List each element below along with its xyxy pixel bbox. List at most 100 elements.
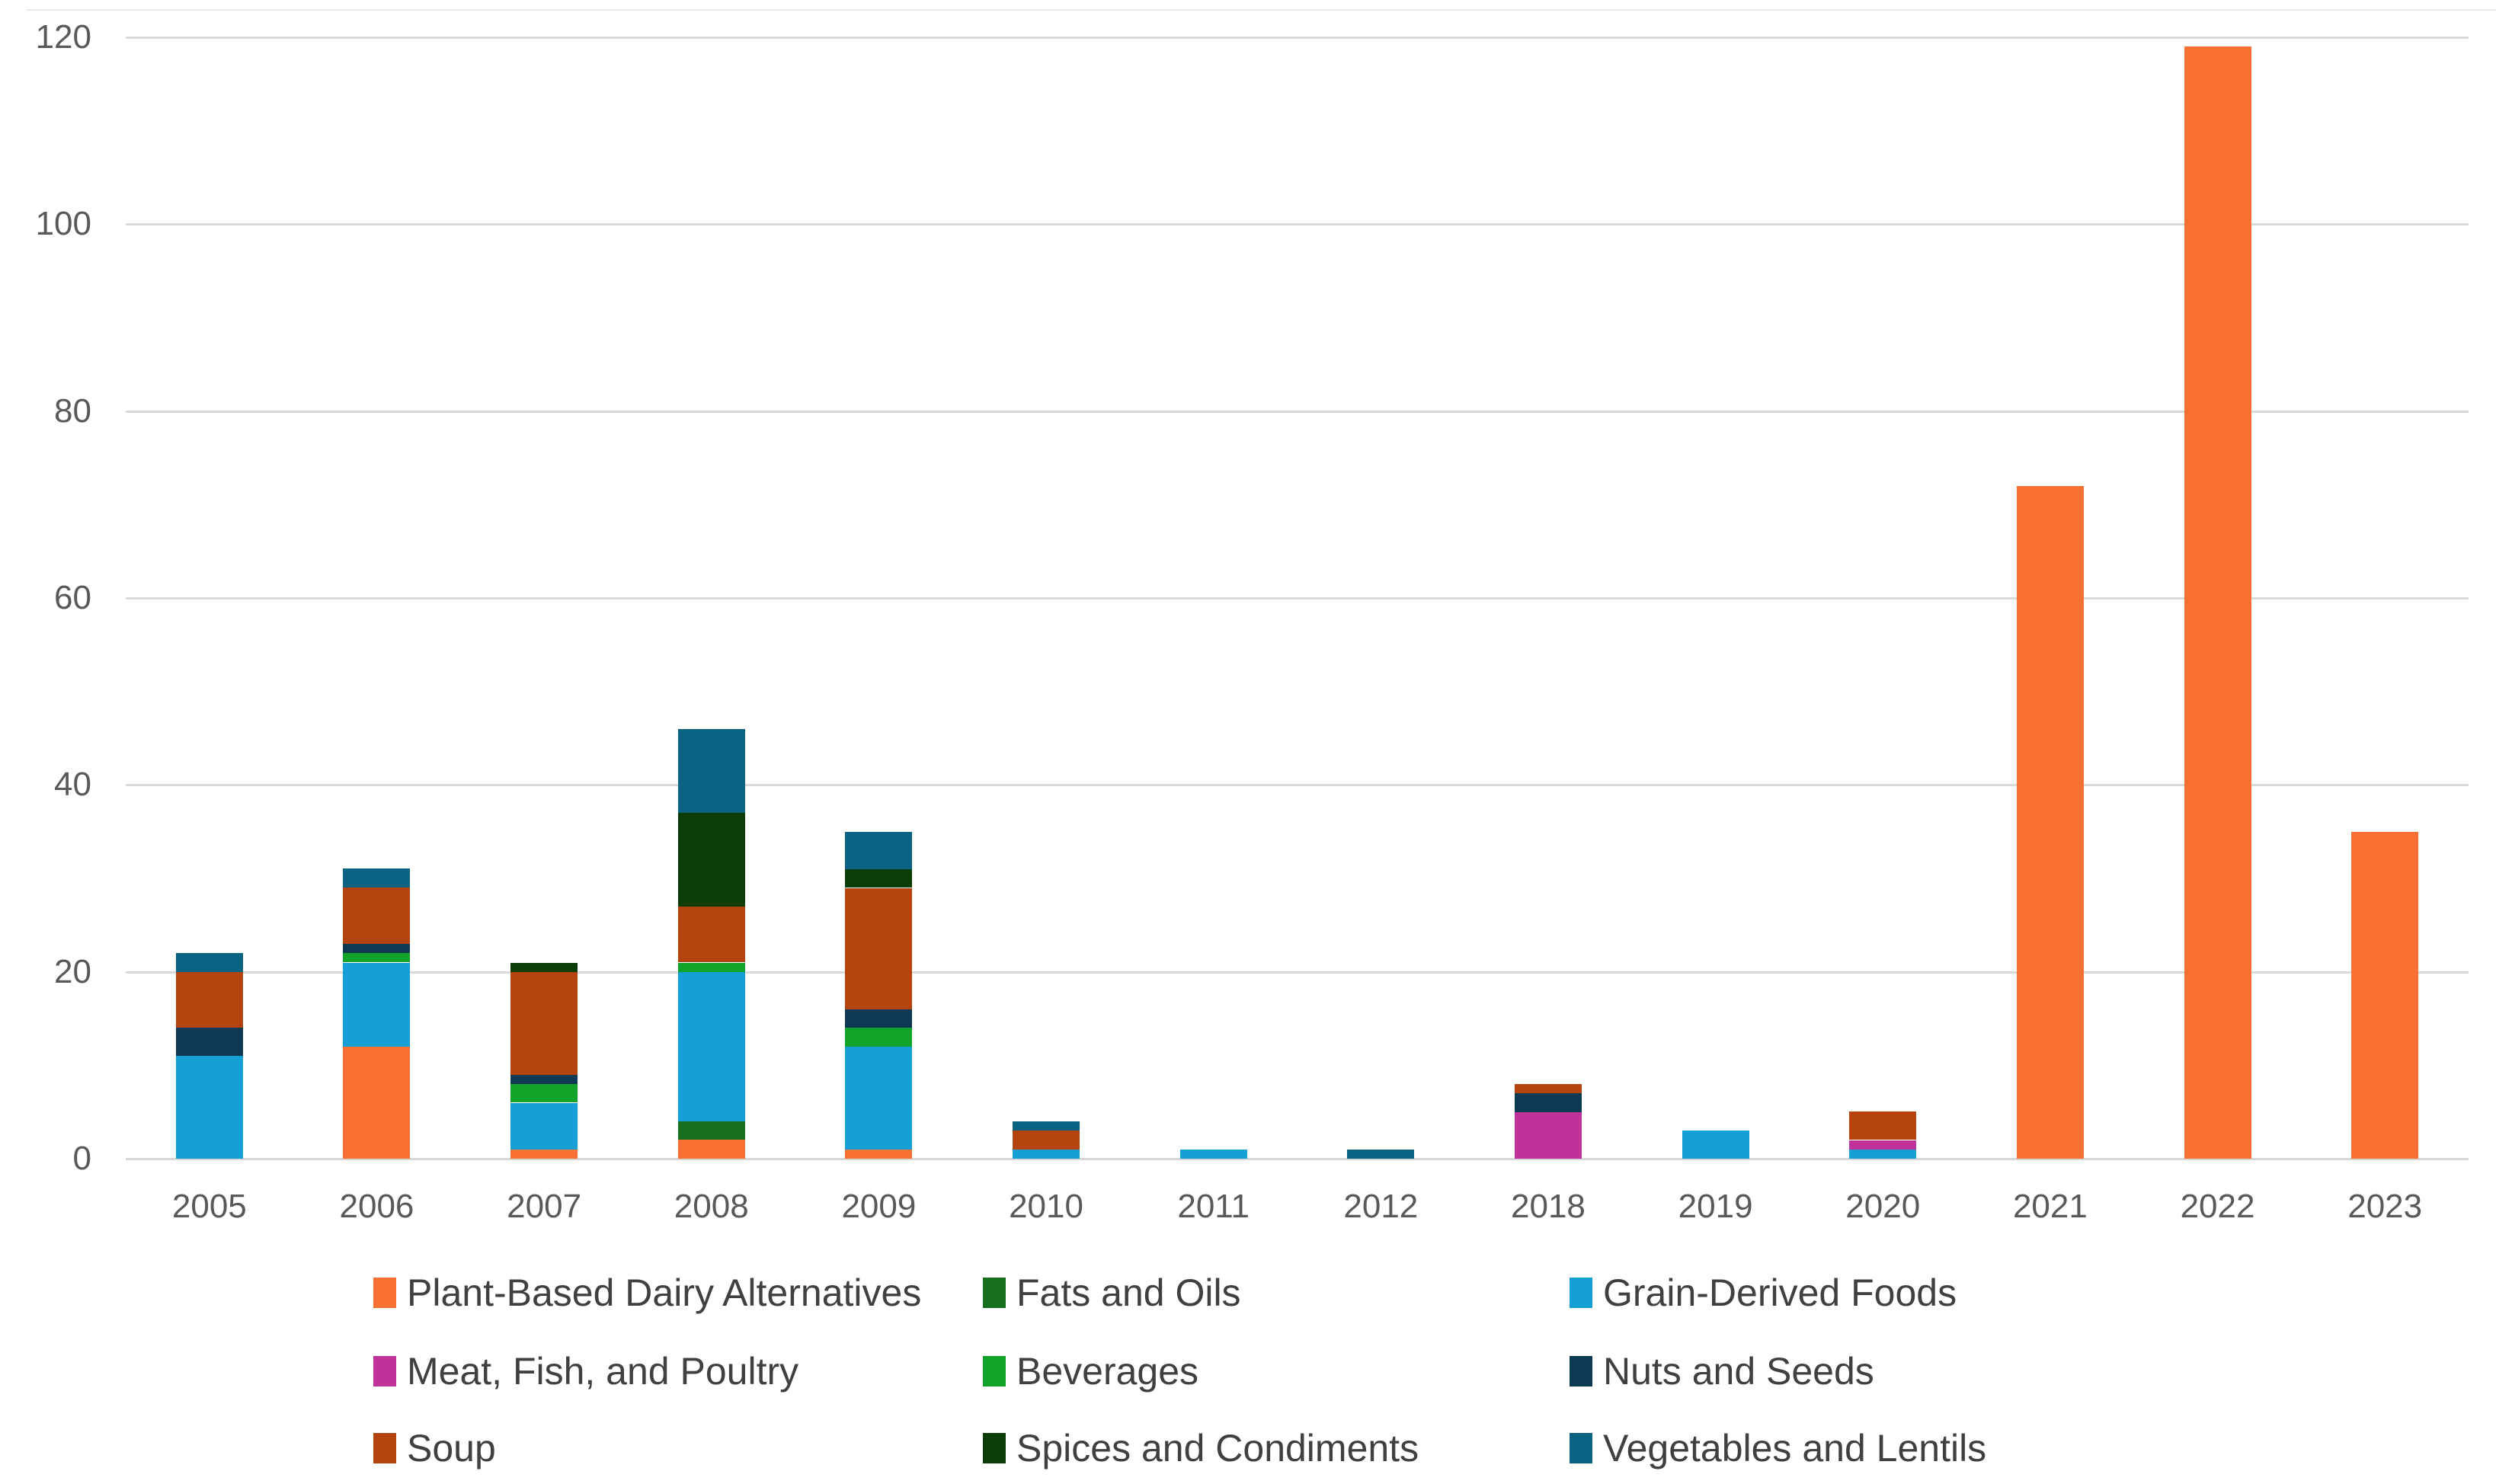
gridline-120 bbox=[126, 37, 2469, 39]
bar-segment-beverages-2009[interactable] bbox=[845, 1027, 912, 1047]
bar-segment-beverages-2006[interactable] bbox=[343, 953, 410, 963]
legend-label: Vegetables and Lentils bbox=[1603, 1427, 1987, 1470]
x-axis-label-2007: 2007 bbox=[507, 1188, 582, 1225]
legend-swatch bbox=[983, 1433, 1006, 1463]
gridline-60 bbox=[126, 597, 2469, 600]
bar-segment-spices-and-condiments-2008[interactable] bbox=[678, 812, 745, 907]
bar-segment-soup-2005[interactable] bbox=[176, 971, 243, 1028]
legend-swatch bbox=[373, 1356, 396, 1386]
bar-segment-vegetables-and-lentils-2009[interactable] bbox=[845, 831, 912, 869]
x-axis-label-2011: 2011 bbox=[1177, 1188, 1250, 1225]
bar-segment-vegetables-and-lentils-2010[interactable] bbox=[1013, 1121, 1080, 1131]
x-axis-label-2023: 2023 bbox=[2347, 1188, 2423, 1225]
bar-segment-grain-derived-foods-2011[interactable] bbox=[1180, 1150, 1247, 1159]
bar-segment-grain-derived-foods-2005[interactable] bbox=[176, 1056, 243, 1159]
gridline-100 bbox=[126, 223, 2469, 226]
bar-segment-plant-based-dairy-alternatives-2007[interactable] bbox=[510, 1150, 578, 1159]
legend-item-nuts-and-seeds[interactable]: Nuts and Seeds bbox=[1570, 1352, 1874, 1390]
legend-label: Fats and Oils bbox=[1016, 1271, 1241, 1314]
x-axis-label-2008: 2008 bbox=[674, 1188, 749, 1225]
bar-segment-grain-derived-foods-2006[interactable] bbox=[343, 962, 410, 1047]
bar-segment-soup-2006[interactable] bbox=[343, 887, 410, 944]
legend-swatch bbox=[1570, 1433, 1592, 1463]
bar-segment-grain-derived-foods-2020[interactable] bbox=[1849, 1150, 1916, 1159]
chart-top-border bbox=[27, 9, 2496, 11]
bar-segment-beverages-2008[interactable] bbox=[678, 962, 745, 972]
legend-item-spices-and-condiments[interactable]: Spices and Condiments bbox=[983, 1429, 1419, 1467]
bar-segment-plant-based-dairy-alternatives-2021[interactable] bbox=[2017, 486, 2084, 1159]
x-axis-label-2019: 2019 bbox=[1678, 1188, 1753, 1225]
bar-segment-plant-based-dairy-alternatives-2008[interactable] bbox=[678, 1140, 745, 1159]
legend-item-meat-fish-and-poultry[interactable]: Meat, Fish, and Poultry bbox=[373, 1352, 798, 1390]
y-axis-tick-label-120: 120 bbox=[35, 18, 91, 56]
bar-segment-nuts-and-seeds-2018[interactable] bbox=[1515, 1092, 1582, 1112]
bar-segment-spices-and-condiments-2009[interactable] bbox=[845, 868, 912, 888]
legend-label: Spices and Condiments bbox=[1016, 1427, 1419, 1470]
x-axis-label-2022: 2022 bbox=[2180, 1188, 2255, 1225]
legend-swatch bbox=[983, 1356, 1006, 1386]
bar-segment-spices-and-condiments-2007[interactable] bbox=[510, 962, 578, 972]
x-axis-label-2010: 2010 bbox=[1009, 1188, 1083, 1225]
bar-segment-grain-derived-foods-2007[interactable] bbox=[510, 1102, 578, 1150]
bar-segment-vegetables-and-lentils-2005[interactable] bbox=[176, 952, 243, 972]
legend-label: Plant-Based Dairy Alternatives bbox=[407, 1271, 922, 1314]
y-axis-tick-label-80: 80 bbox=[54, 392, 91, 430]
bar-segment-beverages-2007[interactable] bbox=[510, 1083, 578, 1103]
legend-swatch bbox=[373, 1433, 396, 1463]
y-axis-tick-label-0: 0 bbox=[72, 1140, 91, 1177]
legend-label: Soup bbox=[407, 1427, 496, 1470]
legend-swatch bbox=[1570, 1278, 1592, 1308]
legend-swatch bbox=[373, 1278, 396, 1308]
bar-segment-grain-derived-foods-2009[interactable] bbox=[845, 1046, 912, 1150]
x-axis-label-2012: 2012 bbox=[1343, 1188, 1419, 1225]
bar-segment-fats-and-oils-2008[interactable] bbox=[678, 1121, 745, 1140]
x-axis-line bbox=[126, 1158, 2469, 1160]
bar-segment-grain-derived-foods-2010[interactable] bbox=[1013, 1150, 1080, 1159]
bar-segment-vegetables-and-lentils-2006[interactable] bbox=[343, 868, 410, 888]
x-axis-label-2021: 2021 bbox=[2012, 1188, 2088, 1225]
bar-segment-meat-fish-and-poultry-2020[interactable] bbox=[1849, 1140, 1916, 1150]
gridline-40 bbox=[126, 784, 2469, 787]
bar-segment-plant-based-dairy-alternatives-2009[interactable] bbox=[845, 1150, 912, 1159]
bar-segment-soup-2018[interactable] bbox=[1515, 1084, 1582, 1094]
legend-item-grain-derived-foods[interactable]: Grain-Derived Foods bbox=[1570, 1274, 1957, 1312]
legend-swatch bbox=[983, 1278, 1006, 1308]
x-axis-label-2005: 2005 bbox=[171, 1188, 247, 1225]
legend-item-vegetables-and-lentils[interactable]: Vegetables and Lentils bbox=[1570, 1429, 1986, 1467]
bar-segment-vegetables-and-lentils-2008[interactable] bbox=[678, 729, 745, 814]
legend-label: Beverages bbox=[1016, 1350, 1199, 1393]
bar-segment-nuts-and-seeds-2005[interactable] bbox=[176, 1028, 243, 1057]
bar-segment-grain-derived-foods-2008[interactable] bbox=[678, 971, 745, 1121]
legend-item-beverages[interactable]: Beverages bbox=[983, 1352, 1198, 1390]
bar-segment-soup-2020[interactable] bbox=[1849, 1111, 1916, 1140]
legend-item-plant-based-dairy-alternatives[interactable]: Plant-Based Dairy Alternatives bbox=[373, 1274, 921, 1312]
bar-segment-plant-based-dairy-alternatives-2006[interactable] bbox=[343, 1047, 410, 1159]
x-axis-label-2018: 2018 bbox=[1511, 1188, 1586, 1225]
legend-label: Grain-Derived Foods bbox=[1603, 1271, 1957, 1314]
x-axis-label-2020: 2020 bbox=[1845, 1188, 1921, 1225]
bar-segment-plant-based-dairy-alternatives-2022[interactable] bbox=[2184, 46, 2251, 1159]
y-axis-tick-label-60: 60 bbox=[54, 579, 91, 616]
bar-segment-soup-2008[interactable] bbox=[678, 906, 745, 963]
y-axis-tick-label-20: 20 bbox=[54, 952, 91, 990]
bar-segment-soup-2007[interactable] bbox=[510, 971, 578, 1075]
bar-segment-grain-derived-foods-2019[interactable] bbox=[1682, 1131, 1749, 1159]
gridline-20 bbox=[126, 971, 2469, 974]
legend-item-soup[interactable]: Soup bbox=[373, 1429, 496, 1467]
bar-segment-soup-2009[interactable] bbox=[845, 888, 912, 1009]
bar-segment-nuts-and-seeds-2007[interactable] bbox=[510, 1074, 578, 1084]
y-axis-tick-label-100: 100 bbox=[35, 205, 91, 243]
bar-segment-plant-based-dairy-alternatives-2023[interactable] bbox=[2351, 832, 2418, 1159]
bar-segment-nuts-and-seeds-2009[interactable] bbox=[845, 1009, 912, 1028]
legend-swatch bbox=[1570, 1356, 1592, 1386]
legend-label: Meat, Fish, and Poultry bbox=[407, 1350, 799, 1393]
bar-segment-vegetables-and-lentils-2012[interactable] bbox=[1347, 1150, 1414, 1159]
y-axis-tick-label-40: 40 bbox=[54, 766, 91, 804]
bar-segment-meat-fish-and-poultry-2018[interactable] bbox=[1515, 1112, 1582, 1159]
bar-segment-soup-2010[interactable] bbox=[1013, 1130, 1080, 1150]
legend-item-fats-and-oils[interactable]: Fats and Oils bbox=[983, 1274, 1241, 1312]
x-axis-label-2006: 2006 bbox=[339, 1188, 414, 1225]
bar-segment-nuts-and-seeds-2006[interactable] bbox=[343, 944, 410, 954]
gridline-80 bbox=[126, 410, 2469, 413]
